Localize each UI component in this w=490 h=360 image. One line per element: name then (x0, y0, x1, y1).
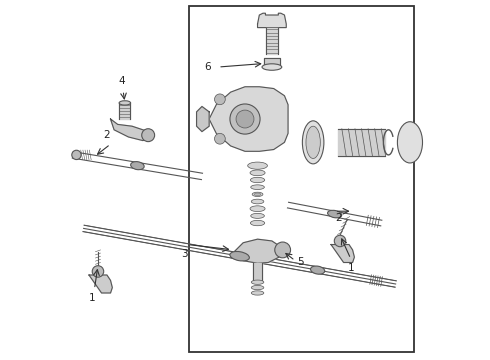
Polygon shape (232, 239, 283, 263)
Bar (190, 6, 414, 352)
Circle shape (275, 242, 291, 258)
Ellipse shape (250, 206, 265, 212)
Ellipse shape (119, 101, 131, 105)
Circle shape (142, 129, 155, 141)
Polygon shape (338, 129, 385, 156)
Circle shape (215, 94, 225, 105)
Text: 2: 2 (335, 213, 342, 222)
Text: 1: 1 (89, 293, 96, 303)
Circle shape (92, 266, 104, 277)
Ellipse shape (328, 210, 342, 218)
Text: 5: 5 (297, 257, 304, 267)
Text: 6: 6 (204, 62, 211, 72)
Circle shape (215, 134, 225, 144)
Polygon shape (266, 28, 278, 54)
Text: 2: 2 (103, 130, 110, 140)
Polygon shape (264, 58, 280, 64)
Polygon shape (331, 244, 354, 262)
Polygon shape (196, 107, 209, 132)
Polygon shape (446, 123, 467, 162)
Ellipse shape (262, 64, 282, 70)
Circle shape (230, 104, 260, 134)
Ellipse shape (251, 213, 265, 219)
Polygon shape (253, 263, 262, 280)
Text: 3: 3 (181, 248, 187, 258)
Ellipse shape (251, 285, 264, 290)
Ellipse shape (251, 185, 265, 189)
Polygon shape (89, 275, 112, 293)
Ellipse shape (247, 162, 268, 169)
Circle shape (334, 235, 346, 247)
Ellipse shape (254, 193, 261, 195)
Text: 4: 4 (118, 76, 124, 86)
Ellipse shape (230, 252, 249, 261)
Ellipse shape (311, 266, 325, 274)
Polygon shape (120, 103, 130, 119)
Ellipse shape (306, 126, 320, 158)
Ellipse shape (250, 220, 265, 226)
Ellipse shape (251, 280, 264, 284)
Ellipse shape (251, 199, 264, 204)
Ellipse shape (397, 122, 422, 163)
Ellipse shape (131, 162, 144, 170)
Ellipse shape (250, 177, 265, 183)
Circle shape (236, 110, 254, 128)
Ellipse shape (251, 291, 264, 295)
Polygon shape (258, 13, 286, 28)
Ellipse shape (250, 170, 265, 176)
Ellipse shape (302, 121, 324, 164)
Text: 1: 1 (347, 263, 354, 273)
Polygon shape (111, 119, 150, 140)
Ellipse shape (252, 192, 263, 197)
Polygon shape (209, 87, 288, 151)
Circle shape (72, 150, 81, 159)
Ellipse shape (449, 131, 464, 154)
